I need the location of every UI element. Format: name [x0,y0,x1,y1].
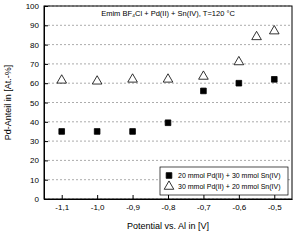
x-tick-mark [62,195,63,199]
y-tick-label: 0 [35,195,40,204]
grid-line [44,83,292,84]
y-tick-mark [44,122,48,123]
point [271,77,277,83]
y-tick-label: 60 [30,79,39,88]
grid [44,6,292,199]
y-tick-mark [44,180,48,181]
y-axis: 0 10 20 30 40 50 60 70 80 90 100 [26,2,48,204]
grid-line [44,44,292,45]
y-tick-label: 70 [30,60,39,69]
y-tick: 100 [26,2,48,11]
x-tick-label: -0,7 [197,203,211,212]
grid-line [44,63,292,64]
x-tick-mark [274,195,275,199]
x-axis: -1,1 -1,0 -0,9 -0,8 -0,7 -0,6 -0,5 [45,195,293,212]
y-tick: 10 [30,176,48,185]
point [199,71,209,79]
grid-line [44,160,292,161]
x-tick: -0,9 [126,195,140,212]
x-tick-label: -0,9 [126,203,140,212]
plot: -1,1 -1,0 -0,9 -0,8 -0,7 -0,6 -0,5 0 10 20 30 40 50 6… [26,2,293,212]
legend-label: 30 mmol Pd(II) + 20 mmol Sn(IV) [178,183,281,191]
legend: 20 mmol Pd(II) + 30 mmol Sn(IV) 30 mmol P… [160,167,288,195]
x-tick-mark [97,195,98,199]
points [57,26,279,135]
y-tick-label: 90 [30,21,39,30]
legend-marker [166,173,172,179]
x-tick: -0,5 [268,195,282,212]
x-tick: -1,1 [55,195,69,212]
y-tick-mark [44,160,48,161]
x-tick: -1,0 [91,195,105,212]
chart: -1,1 -1,0 -0,9 -0,8 -0,7 -0,6 -0,5 0 10 20 30 40 50 6… [0,0,300,235]
x-tick-mark [203,195,204,199]
x-axis-title: Potential vs. Al in [V] [127,221,209,231]
grid-line [44,25,292,26]
y-tick: 50 [30,99,48,108]
y-tick-label: 40 [30,118,39,127]
grid-line [44,102,292,103]
point [128,74,138,82]
y-tick-label: 80 [30,41,39,50]
point [252,31,262,39]
y-tick-mark [44,103,48,104]
point [236,80,242,86]
y-tick: 80 [30,41,48,50]
x-tick-mark [168,195,169,199]
point [92,76,102,84]
y-tick-mark [44,141,48,142]
point [234,56,244,64]
x-tick-mark [239,195,240,199]
point [165,120,171,126]
y-tick: 30 [30,137,48,146]
x-tick: -0,8 [162,195,176,212]
y-axis-title: Pd-Anteil in [At.-%] [3,65,13,141]
legend-box [160,167,288,195]
y-tick-mark [44,83,48,84]
point [201,88,207,94]
y-tick: 40 [30,118,48,127]
y-tick-mark [44,25,48,26]
y-tick-label: 50 [30,99,39,108]
point [94,129,100,135]
x-tick-label: -0,8 [162,203,176,212]
y-tick: 60 [30,79,48,88]
x-tick-label: -1,1 [55,203,69,212]
point [59,129,65,135]
point [57,75,67,83]
point [130,129,136,135]
point [163,74,173,82]
legend-label: 20 mmol Pd(II) + 30 mmol Sn(IV) [178,172,281,180]
x-tick-label: -0,5 [268,203,282,212]
plot-frame [44,6,292,199]
y-tick: 90 [30,21,48,30]
grid-line [44,141,292,142]
x-tick: -0,7 [197,195,211,212]
x-tick: -0,6 [232,195,246,212]
y-tick-label: 10 [30,176,39,185]
legend-marker [164,181,174,189]
x-tick-label: -1,0 [91,203,105,212]
series [59,77,277,135]
series [57,26,279,85]
x-tick-mark [133,195,134,199]
y-tick-mark [44,45,48,46]
y-tick-mark [44,64,48,65]
point [269,26,279,34]
y-tick: 20 [30,156,48,165]
y-tick-label: 20 [30,156,39,165]
y-tick: 0 [35,195,48,204]
y-tick: 70 [30,60,48,69]
x-tick-label: -0,6 [232,203,246,212]
y-tick-label: 30 [30,137,39,146]
y-tick-label: 100 [26,2,40,11]
title: Emim BF₄Cl + Pd(II) + Sn(IV), T=120 °C [101,9,235,18]
